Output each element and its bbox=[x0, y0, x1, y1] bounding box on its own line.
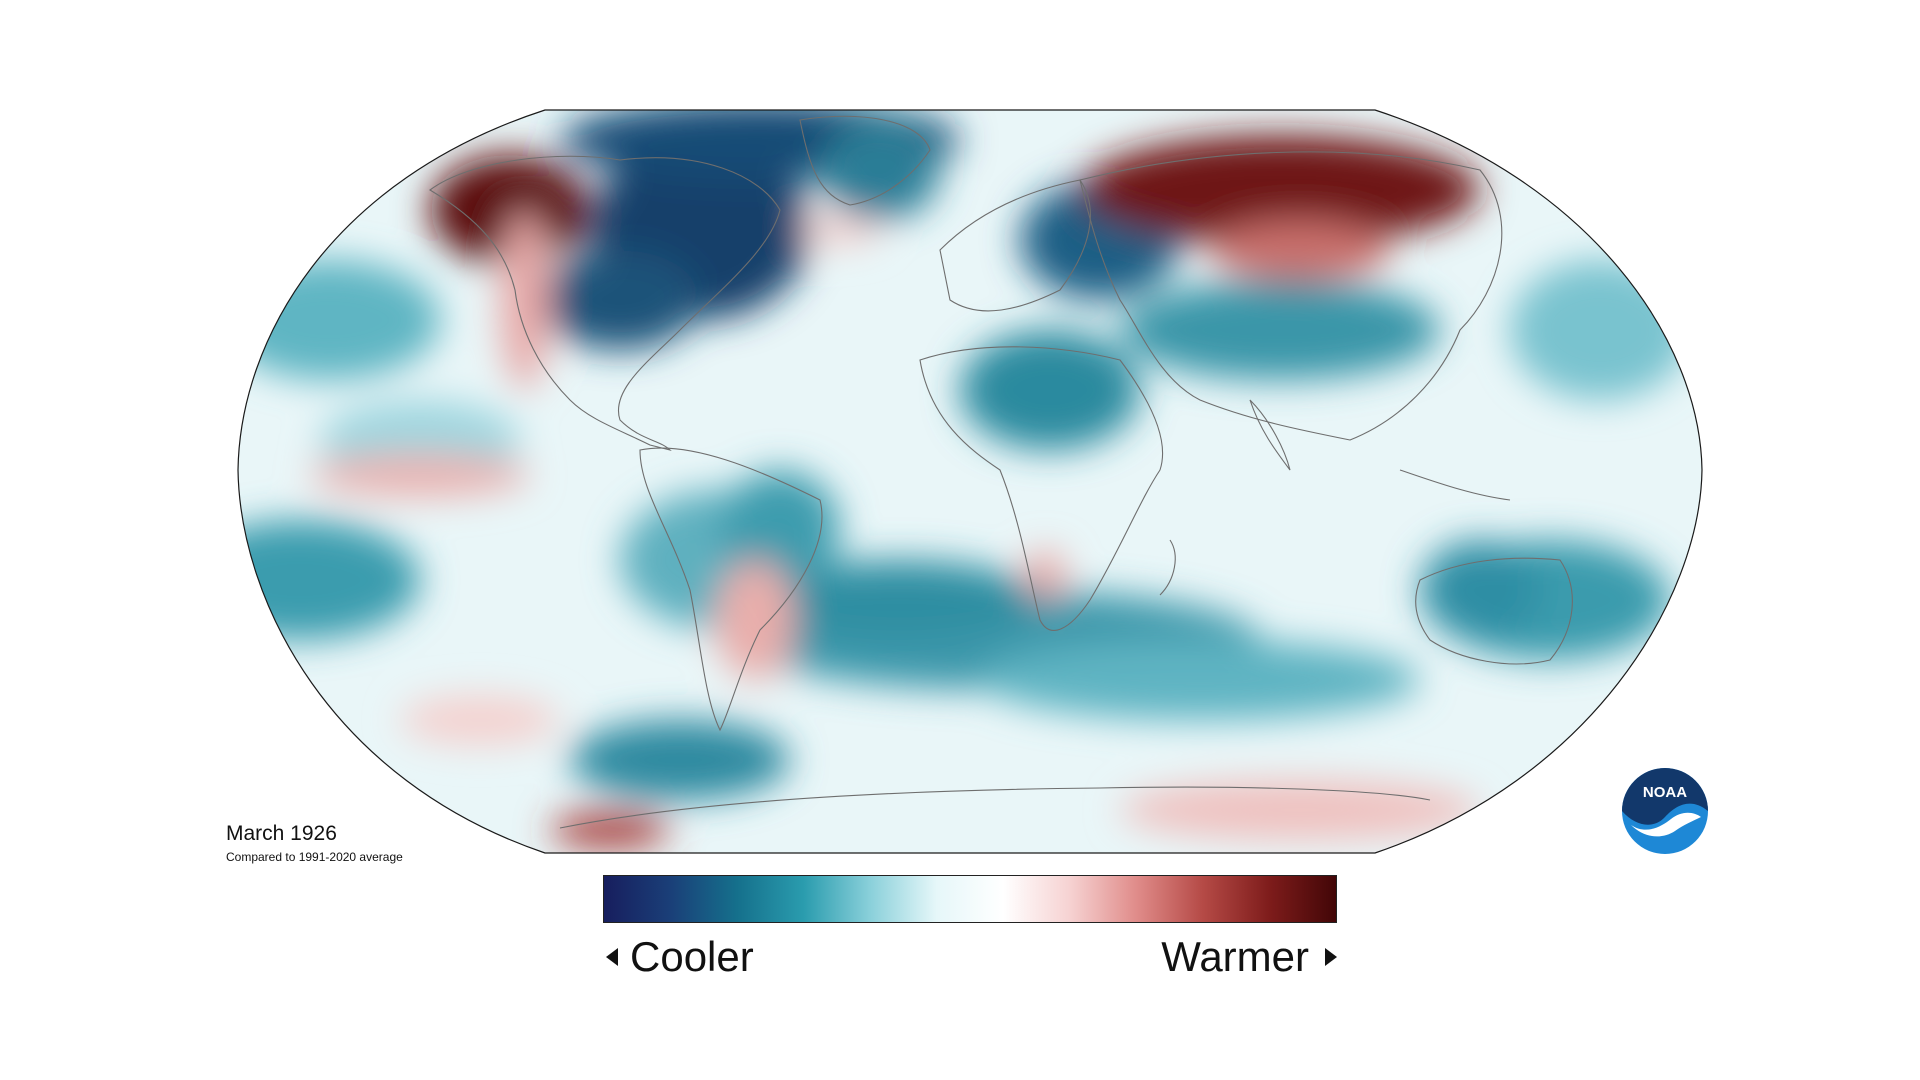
baseline-subtitle: Compared to 1991-2020 average bbox=[226, 850, 403, 864]
cooler-text: Cooler bbox=[630, 933, 754, 980]
cooler-legend-label: Cooler bbox=[606, 932, 754, 982]
warmer-text: Warmer bbox=[1161, 933, 1309, 980]
noaa-logo-text: NOAA bbox=[1643, 784, 1687, 801]
left-arrow-icon bbox=[606, 947, 618, 966]
coastlines bbox=[429, 115, 1573, 829]
warmer-legend-label: Warmer bbox=[1161, 932, 1337, 982]
anomaly-field bbox=[238, 110, 1702, 853]
map-date-title: March 1926 bbox=[226, 822, 337, 845]
anomaly-colorbar bbox=[603, 875, 1337, 923]
globe-outline bbox=[237, 109, 1703, 854]
noaa-logo: NOAA bbox=[1622, 768, 1708, 854]
right-arrow-icon bbox=[1325, 947, 1337, 966]
